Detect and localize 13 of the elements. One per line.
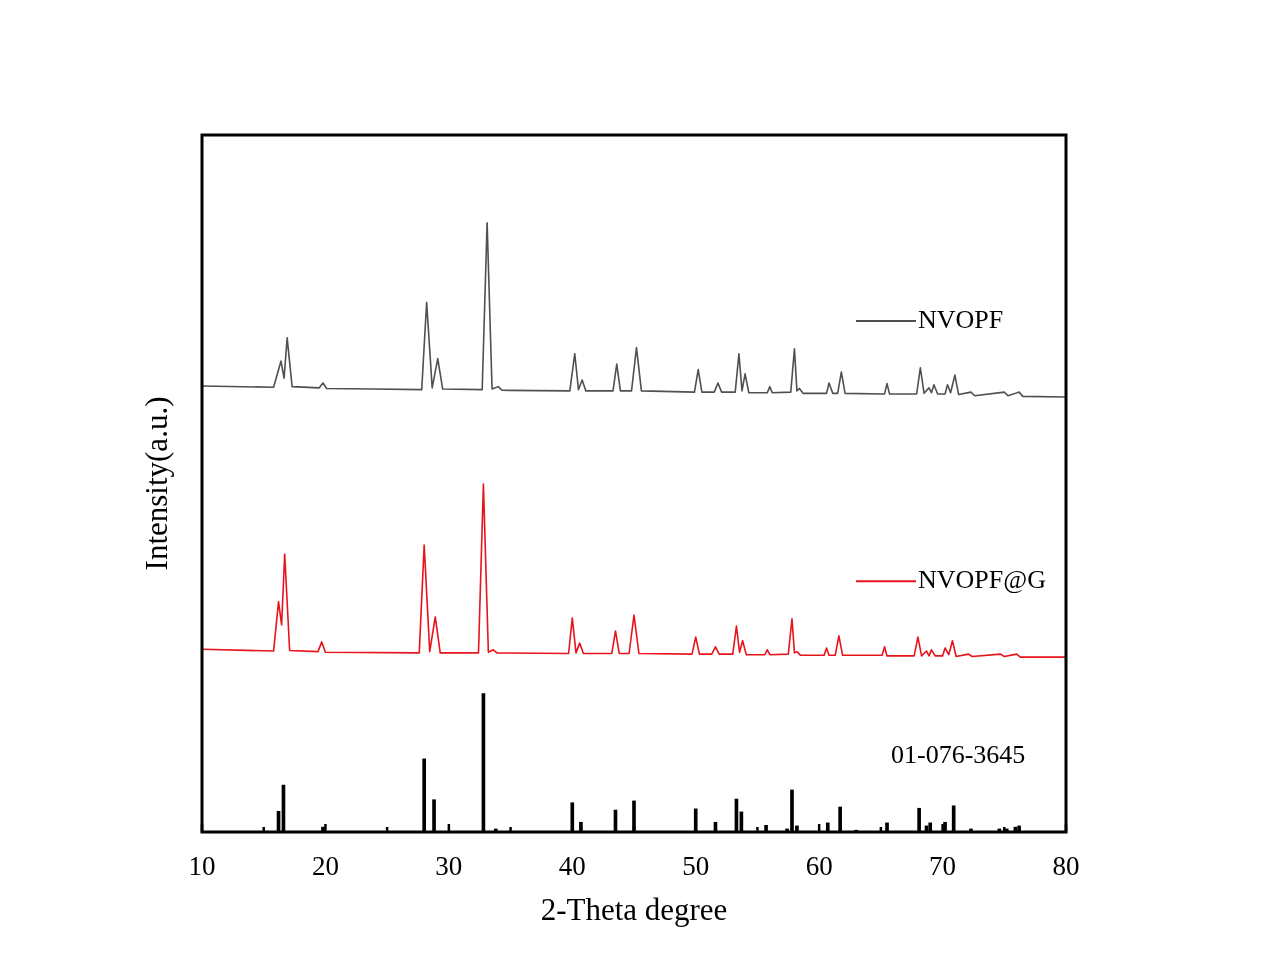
y-axis-title: Intensity(a.u.): [138, 396, 174, 571]
x-tick-label: 50: [682, 851, 710, 882]
series-label: 01-076-3645: [891, 739, 1026, 769]
legend-label: NVOPF@G: [918, 564, 1046, 594]
x-tick-label: 40: [558, 851, 586, 882]
x-tick-label: 80: [1052, 851, 1080, 882]
x-tick-label: 20: [311, 851, 339, 882]
x-tick-label: 60: [805, 851, 833, 882]
x-tick-label: 70: [929, 851, 957, 882]
legend-label: NVOPF: [918, 304, 1004, 334]
x-tick-label: 10: [188, 851, 216, 882]
x-tick-label: 30: [435, 851, 463, 882]
x-axis-title: 2-Theta degree: [540, 891, 728, 927]
